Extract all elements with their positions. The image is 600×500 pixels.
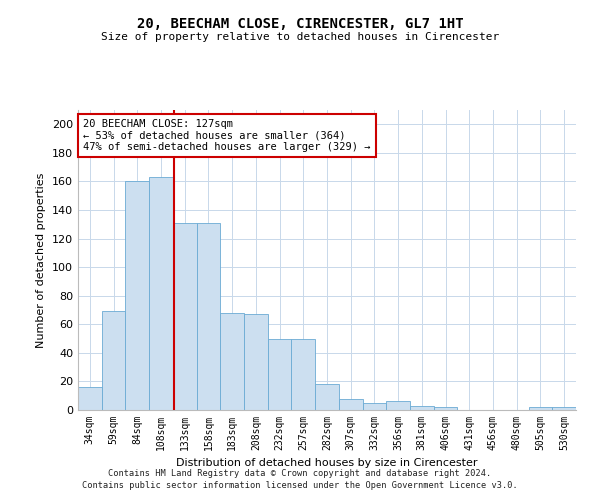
- Text: Size of property relative to detached houses in Cirencester: Size of property relative to detached ho…: [101, 32, 499, 42]
- Bar: [386, 402, 410, 410]
- Bar: [244, 314, 268, 410]
- Text: 20, BEECHAM CLOSE, CIRENCESTER, GL7 1HT: 20, BEECHAM CLOSE, CIRENCESTER, GL7 1HT: [137, 18, 463, 32]
- Bar: [410, 406, 434, 410]
- X-axis label: Distribution of detached houses by size in Cirencester: Distribution of detached houses by size …: [176, 458, 478, 468]
- Text: 20 BEECHAM CLOSE: 127sqm
← 53% of detached houses are smaller (364)
47% of semi-: 20 BEECHAM CLOSE: 127sqm ← 53% of detach…: [83, 119, 370, 152]
- Bar: [292, 338, 315, 410]
- Bar: [529, 407, 552, 410]
- Bar: [102, 312, 125, 410]
- Bar: [125, 182, 149, 410]
- Text: Contains public sector information licensed under the Open Government Licence v3: Contains public sector information licen…: [82, 481, 518, 490]
- Text: Contains HM Land Registry data © Crown copyright and database right 2024.: Contains HM Land Registry data © Crown c…: [109, 468, 491, 477]
- Bar: [339, 398, 362, 410]
- Bar: [197, 223, 220, 410]
- Bar: [434, 407, 457, 410]
- Bar: [149, 177, 173, 410]
- Bar: [220, 313, 244, 410]
- Bar: [362, 403, 386, 410]
- Bar: [78, 387, 102, 410]
- Bar: [315, 384, 339, 410]
- Bar: [173, 223, 197, 410]
- Bar: [268, 338, 292, 410]
- Y-axis label: Number of detached properties: Number of detached properties: [37, 172, 46, 348]
- Bar: [552, 407, 576, 410]
